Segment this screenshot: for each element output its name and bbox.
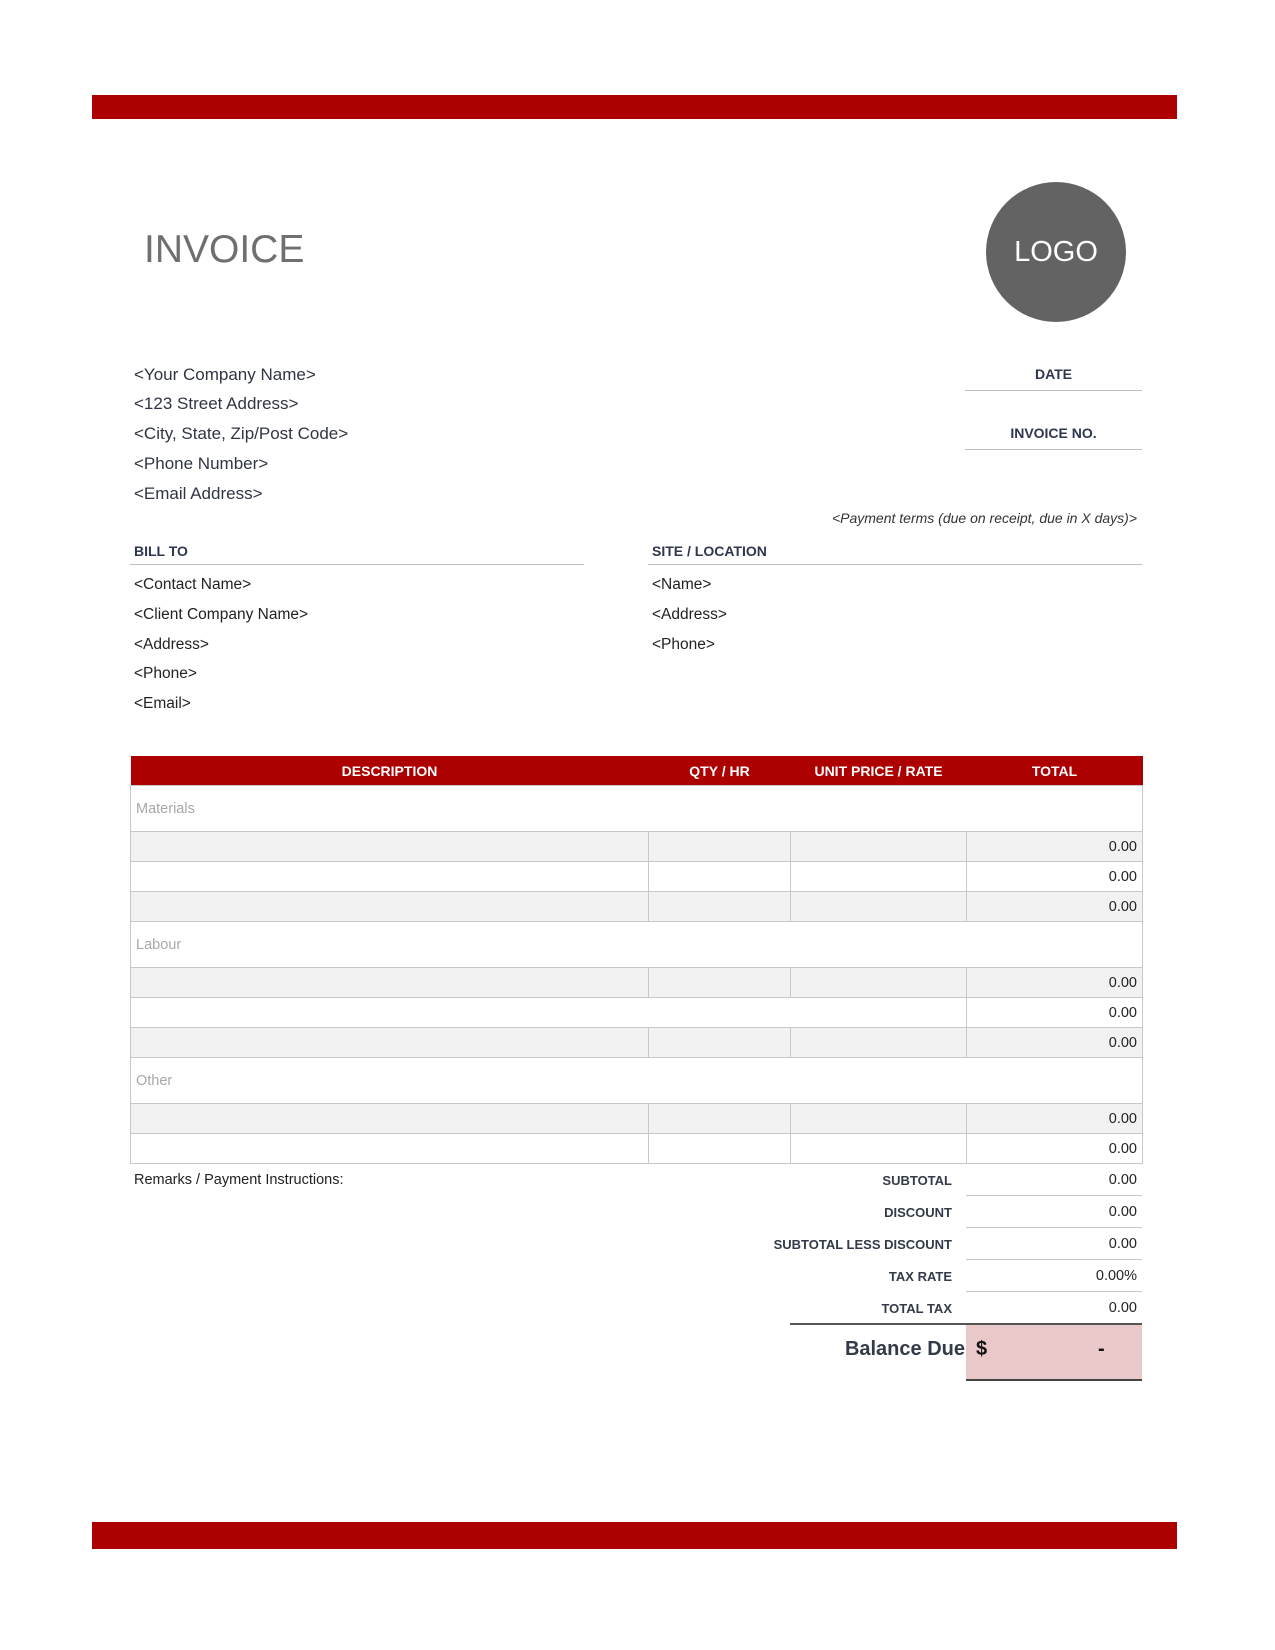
total-cell: 0.00 xyxy=(966,1133,1143,1164)
summary-total-tax: TOTAL TAX 0.00 xyxy=(790,1292,1142,1324)
qty-cell[interactable] xyxy=(648,967,791,998)
summary-value: 0.00 xyxy=(1108,1300,1137,1316)
company-street[interactable]: <123 Street Address> xyxy=(134,394,299,413)
divider xyxy=(790,1323,1142,1325)
total-cell: 0.00 xyxy=(966,997,1143,1028)
remarks-label[interactable]: Remarks / Payment Instructions: xyxy=(134,1172,344,1188)
desc-cell[interactable] xyxy=(130,1133,649,1164)
summary-subtotal: SUBTOTAL 0.00 xyxy=(790,1164,1142,1196)
desc-cell[interactable] xyxy=(130,1103,649,1134)
rate-cell[interactable] xyxy=(790,831,967,862)
date-label: DATE xyxy=(1034,366,1073,382)
summary-value: 0.00 xyxy=(1108,1236,1137,1252)
company-name[interactable]: <Your Company Name> xyxy=(134,365,316,384)
divider xyxy=(130,564,584,565)
company-city[interactable]: <City, State, Zip/Post Code> xyxy=(134,424,349,443)
divider xyxy=(648,564,1142,565)
rate-cell[interactable] xyxy=(790,1133,967,1164)
desc-cell[interactable] xyxy=(130,831,649,862)
qty-cell[interactable] xyxy=(648,861,791,892)
rate-cell[interactable] xyxy=(790,967,967,998)
invoice-title: INVOICE xyxy=(144,228,305,271)
qty-cell[interactable] xyxy=(648,1027,791,1058)
line-items-table: DESCRIPTION QTY / HR UNIT PRICE / RATE T… xyxy=(130,756,1143,1164)
table-row: 0.00 xyxy=(130,831,1143,862)
bill-phone[interactable]: <Phone> xyxy=(134,665,197,682)
table-header: DESCRIPTION QTY / HR UNIT PRICE / RATE T… xyxy=(130,756,1143,786)
summary-label: SUBTOTAL LESS DISCOUNT xyxy=(773,1237,952,1252)
balance-due-value: - xyxy=(1098,1338,1105,1360)
summary-value[interactable]: 0.00% xyxy=(1095,1268,1137,1284)
summary-label: TAX RATE xyxy=(888,1269,952,1284)
summary-discount: DISCOUNT 0.00 xyxy=(790,1196,1142,1228)
invoice-no-field[interactable] xyxy=(965,449,1142,450)
total-cell: 0.00 xyxy=(966,891,1143,922)
section-labour: Labour xyxy=(130,921,1143,968)
summary-label: DISCOUNT xyxy=(884,1205,952,1220)
table-row: 0.00 xyxy=(130,1027,1143,1058)
bill-email[interactable]: <Email> xyxy=(134,695,191,712)
summary-label: TOTAL TAX xyxy=(881,1301,952,1316)
table-row: 0.00 xyxy=(130,1133,1143,1164)
site-location-label: SITE / LOCATION xyxy=(652,543,767,559)
payment-terms[interactable]: <Payment terms (due on receipt, due in X… xyxy=(831,510,1137,526)
rate-cell[interactable] xyxy=(790,1027,967,1058)
summary-label: SUBTOTAL xyxy=(882,1173,952,1188)
date-field[interactable] xyxy=(965,390,1142,391)
rate-cell[interactable] xyxy=(790,891,967,922)
summary-tax-rate: TAX RATE 0.00% xyxy=(790,1260,1142,1292)
balance-due-box: $ - xyxy=(966,1325,1142,1381)
desc-cell[interactable] xyxy=(130,997,967,1028)
company-email[interactable]: <Email Address> xyxy=(134,484,263,503)
currency-symbol: $ xyxy=(976,1338,988,1360)
desc-cell[interactable] xyxy=(130,861,649,892)
rate-cell[interactable] xyxy=(790,1103,967,1134)
total-cell: 0.00 xyxy=(966,831,1143,862)
company-phone[interactable]: <Phone Number> xyxy=(134,454,269,473)
bill-to-label: BILL TO xyxy=(134,543,188,559)
bottom-accent-bar xyxy=(92,1522,1177,1549)
summary-value: 0.00 xyxy=(1108,1172,1137,1188)
site-name[interactable]: <Name> xyxy=(652,576,712,593)
table-row: 0.00 xyxy=(130,1103,1143,1134)
summary-value[interactable]: 0.00 xyxy=(1108,1204,1137,1220)
site-address[interactable]: <Address> xyxy=(652,606,727,623)
total-cell: 0.00 xyxy=(966,1103,1143,1134)
desc-cell[interactable] xyxy=(130,1027,649,1058)
balance-due-label: Balance Due xyxy=(844,1338,965,1360)
table-row: 0.00 xyxy=(130,891,1143,922)
top-accent-bar xyxy=(92,95,1177,119)
header-qty: QTY / HR xyxy=(648,756,791,786)
logo-placeholder: LOGO xyxy=(986,182,1126,322)
total-cell: 0.00 xyxy=(966,967,1143,998)
total-cell: 0.00 xyxy=(966,861,1143,892)
qty-cell[interactable] xyxy=(648,1133,791,1164)
rate-cell[interactable] xyxy=(790,861,967,892)
site-phone[interactable]: <Phone> xyxy=(652,636,715,653)
table-row: 0.00 xyxy=(130,997,1143,1028)
desc-cell[interactable] xyxy=(130,891,649,922)
header-total: TOTAL xyxy=(966,756,1143,786)
header-description: DESCRIPTION xyxy=(130,756,649,786)
qty-cell[interactable] xyxy=(648,1103,791,1134)
section-other: Other xyxy=(130,1057,1143,1104)
bill-address[interactable]: <Address> xyxy=(134,636,209,653)
table-row: 0.00 xyxy=(130,967,1143,998)
summary-subtotal-less-discount: SUBTOTAL LESS DISCOUNT 0.00 xyxy=(774,1228,1142,1260)
section-materials: Materials xyxy=(130,785,1143,832)
invoice-no-label: INVOICE NO. xyxy=(1010,425,1097,441)
bill-contact[interactable]: <Contact Name> xyxy=(134,576,252,593)
qty-cell[interactable] xyxy=(648,891,791,922)
total-cell: 0.00 xyxy=(966,1027,1143,1058)
table-row: 0.00 xyxy=(130,861,1143,892)
bill-company[interactable]: <Client Company Name> xyxy=(134,606,309,623)
desc-cell[interactable] xyxy=(130,967,649,998)
qty-cell[interactable] xyxy=(648,831,791,862)
header-unit-price: UNIT PRICE / RATE xyxy=(790,756,967,786)
